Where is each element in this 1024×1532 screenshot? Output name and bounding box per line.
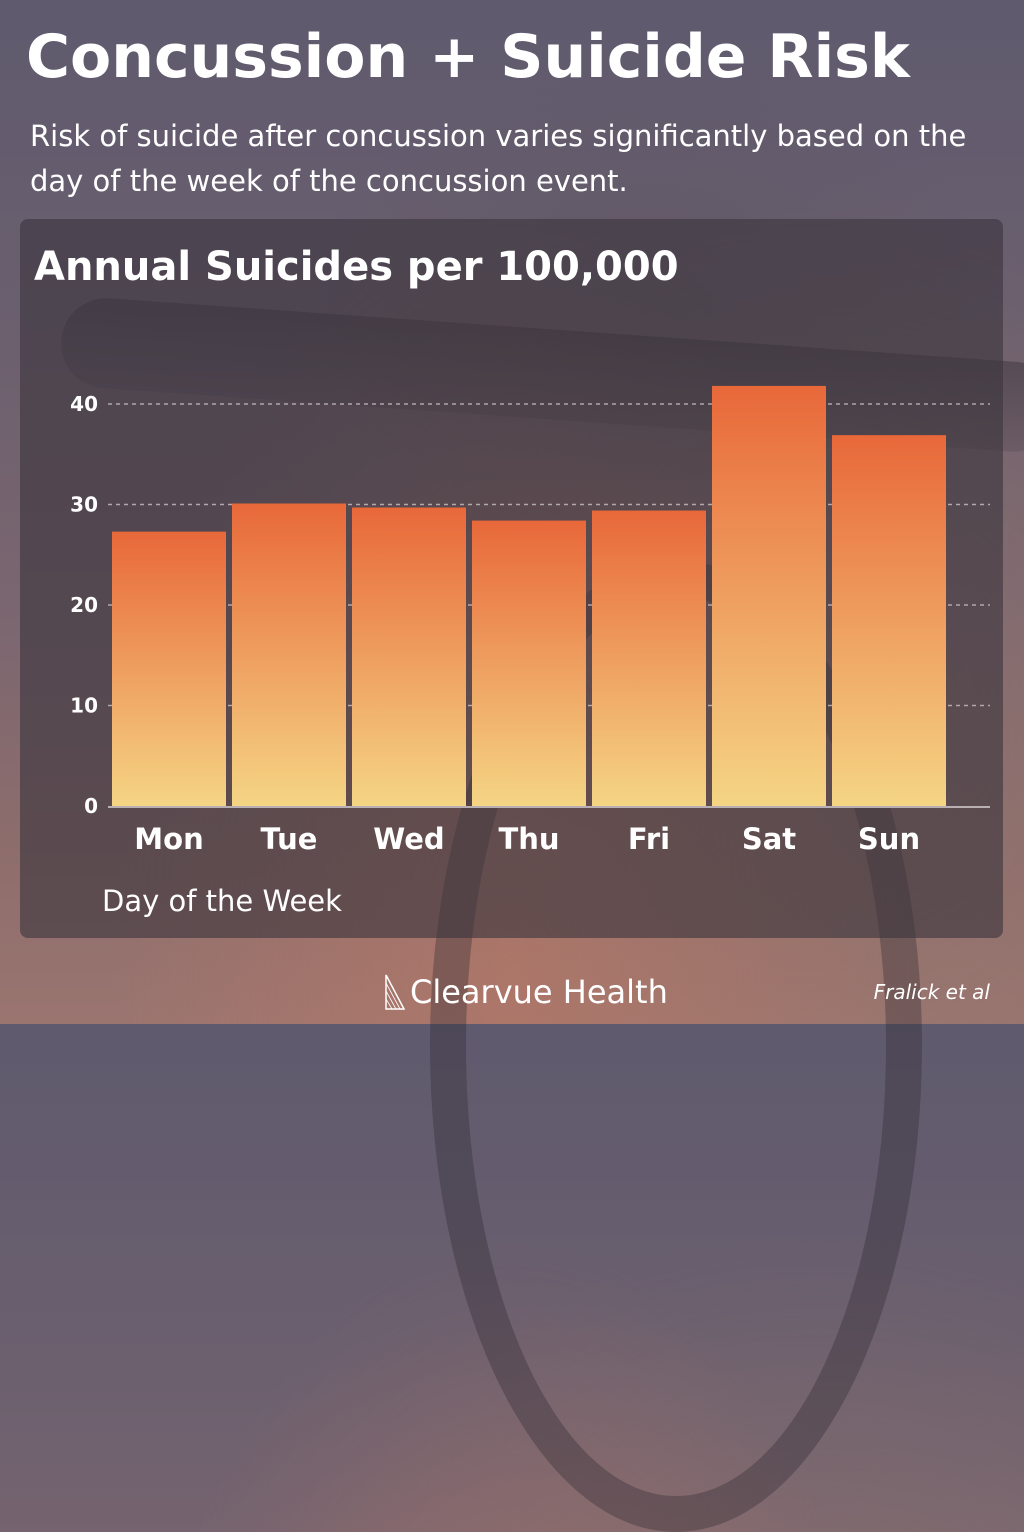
brand-name: Clearvue Health — [410, 973, 668, 1011]
y-tick-label: 10 — [70, 694, 98, 718]
y-tick-label: 20 — [70, 593, 98, 617]
axes: 0 10 20 30 40 Mon Tue Wed Thu Fri Sat Sun — [70, 392, 990, 856]
page-subtitle: Risk of suicide after concussion varies … — [30, 119, 967, 198]
y-tick-label: 40 — [70, 392, 98, 416]
bar-sun — [832, 435, 946, 806]
bar-thu — [472, 520, 586, 806]
bar-sat — [712, 385, 826, 806]
brand-sail-icon — [385, 974, 406, 1010]
x-tick-label-fri: Fri — [628, 822, 670, 856]
bars — [112, 385, 946, 806]
x-tick-label-tue: Tue — [261, 822, 318, 856]
x-tick-label-thu: Thu — [498, 822, 559, 856]
y-tick-label: 30 — [70, 493, 98, 517]
source-citation: Fralick et al — [873, 980, 990, 1004]
bar-chart: 0 10 20 30 40 Mon Tue Wed Thu Fri Sat Sun — [70, 385, 990, 856]
x-tick-label-mon: Mon — [134, 822, 203, 856]
x-axis-label: Day of the Week — [102, 884, 342, 918]
y-tick-label: 0 — [84, 794, 98, 818]
x-tick-label-sun: Sun — [858, 822, 920, 856]
bar-wed — [352, 507, 466, 806]
page-title: Concussion + Suicide Risk — [26, 22, 910, 92]
chart-title: Annual Suicides per 100,000 — [34, 244, 679, 290]
bar-tue — [232, 503, 346, 806]
bar-fri — [592, 510, 706, 806]
brand-logo: Clearvue Health — [384, 972, 668, 1012]
bar-mon — [112, 531, 226, 806]
x-tick-label-sat: Sat — [742, 822, 796, 856]
x-tick-label-wed: Wed — [373, 822, 444, 856]
